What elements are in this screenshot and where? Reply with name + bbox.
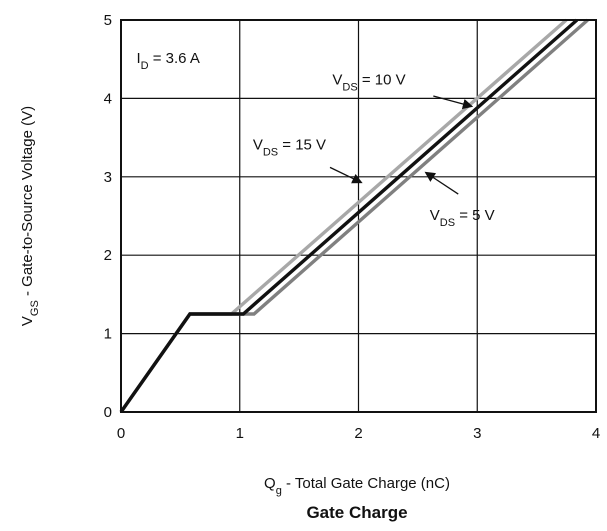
y-axis-label: VGS - Gate-to-Source Voltage (V)	[19, 106, 41, 326]
plot-frame	[120, 19, 597, 413]
y-tick-label-4: 4	[104, 90, 112, 107]
annotation-arrow-vds15	[329, 166, 363, 184]
annotation-arrow-vds10	[433, 95, 474, 110]
y-tick-label-3: 3	[104, 169, 112, 186]
annotation-label-vds10: VDS = 10 V	[332, 71, 405, 93]
series-line-vds10	[119, 18, 579, 413]
y-tick-label-0: 0	[104, 404, 112, 421]
chart-title: Gate Charge	[306, 503, 407, 522]
y-tick-label-1: 1	[104, 326, 112, 343]
x-tick-label-1: 1	[236, 425, 244, 442]
x-tick-label-2: 2	[354, 425, 362, 442]
x-tick-label-0: 0	[117, 425, 125, 442]
x-axis-label: Qg - Total Gate Charge (nC)	[264, 475, 450, 497]
series-line-vds15	[119, 18, 568, 413]
y-tick-label-5: 5	[104, 12, 112, 29]
annotation-arrow-vds5	[424, 171, 459, 195]
y-tick-label-2: 2	[104, 247, 112, 264]
x-tick-label-4: 4	[592, 425, 600, 442]
x-tick-label-3: 3	[473, 425, 481, 442]
annotation-label-id: ID = 3.6 A	[136, 50, 199, 72]
annotation-label-vds5: VDS = 5 V	[430, 207, 495, 229]
annotation-label-vds15: VDS = 15 V	[253, 136, 326, 158]
